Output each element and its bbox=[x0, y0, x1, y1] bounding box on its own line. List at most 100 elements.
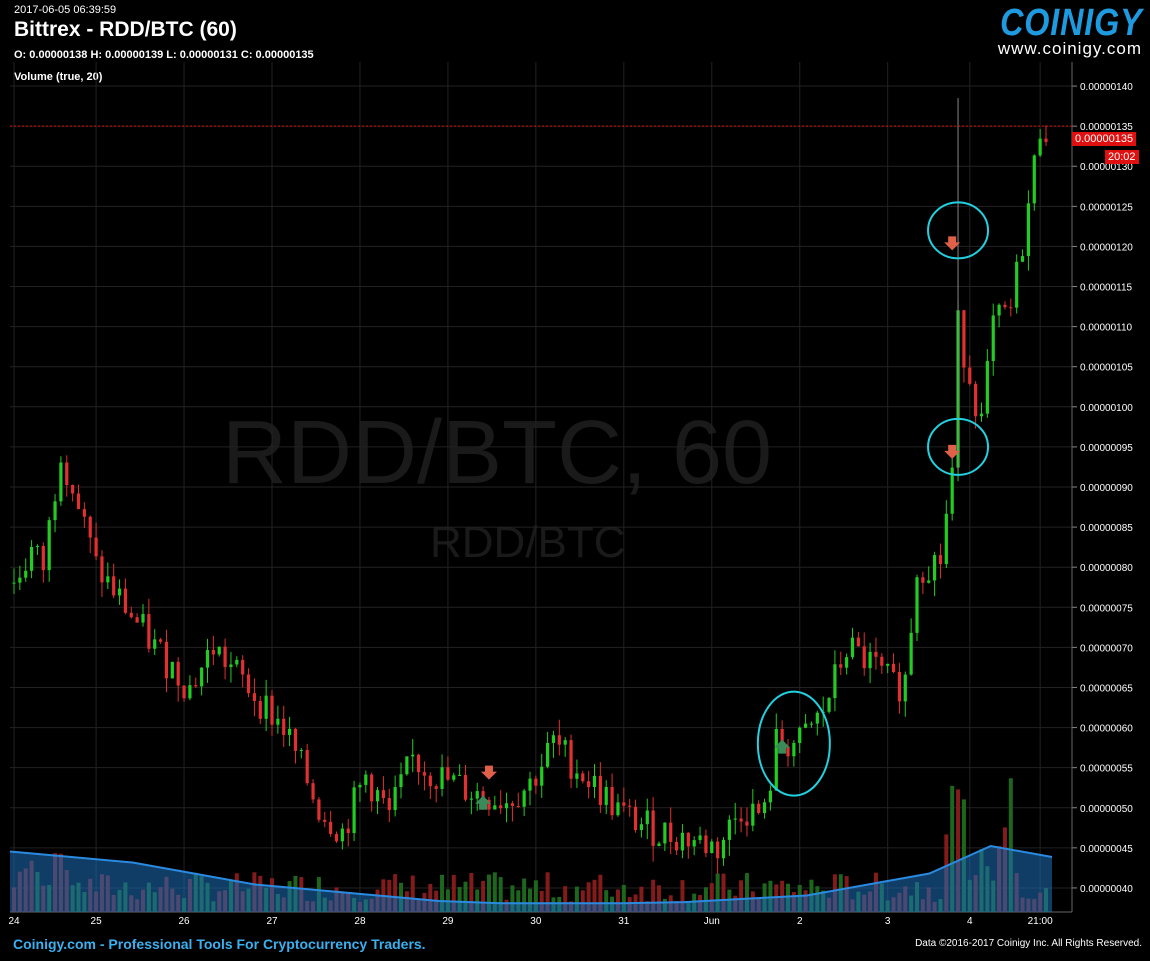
candle-body bbox=[645, 810, 649, 825]
candle-body bbox=[716, 841, 720, 859]
candle-body bbox=[721, 839, 726, 859]
candle-body bbox=[276, 718, 280, 725]
candle-body bbox=[979, 413, 984, 417]
sell-arrow-icon bbox=[480, 765, 497, 780]
y-tick-label: 0.00000125 bbox=[1080, 202, 1133, 213]
candle-body bbox=[117, 588, 122, 596]
volume-bar bbox=[574, 886, 579, 912]
candle-body bbox=[487, 799, 491, 810]
logo-url: www.coinigy.com bbox=[997, 39, 1142, 58]
candle-body bbox=[897, 672, 902, 702]
y-tick-label: 0.00000105 bbox=[1080, 363, 1133, 374]
candle-body bbox=[463, 774, 468, 800]
volume-bar bbox=[498, 877, 503, 912]
candle-body bbox=[416, 754, 421, 773]
volume-bar bbox=[961, 799, 966, 912]
candle-body bbox=[252, 693, 257, 701]
candle-body bbox=[241, 659, 245, 675]
coinigy-logo[interactable]: COINIGY www.coinigy.com bbox=[975, 2, 1142, 59]
candle-body bbox=[522, 790, 526, 807]
candle-body bbox=[381, 790, 386, 799]
candle-body bbox=[164, 641, 169, 679]
candle-body bbox=[452, 775, 456, 780]
candle-body bbox=[727, 819, 731, 840]
candle-body bbox=[59, 462, 63, 502]
candle-body bbox=[1032, 155, 1036, 204]
annotation-circle bbox=[927, 417, 990, 476]
x-tick-label: 21:00 bbox=[1028, 916, 1053, 927]
candle-body bbox=[112, 576, 116, 596]
volume-bar bbox=[486, 874, 491, 912]
volume-bar bbox=[651, 879, 656, 912]
x-tick-label: 27 bbox=[266, 916, 278, 927]
candle-body bbox=[581, 773, 585, 782]
y-tick-label: 0.00000120 bbox=[1080, 242, 1133, 253]
volume-bar bbox=[950, 785, 955, 912]
candle-body bbox=[551, 735, 556, 743]
watermark-sub: RDD/BTC bbox=[430, 518, 626, 567]
volume-bar bbox=[469, 872, 474, 912]
candle-body bbox=[446, 767, 450, 780]
candle-body bbox=[1026, 203, 1031, 257]
x-tick-label: 24 bbox=[8, 916, 20, 927]
candle-body bbox=[663, 822, 667, 844]
candle-body bbox=[739, 818, 743, 822]
volume-bar bbox=[703, 887, 708, 912]
candle-body bbox=[733, 818, 737, 820]
candle-body bbox=[217, 646, 221, 655]
candle-body bbox=[809, 723, 814, 725]
volume-bar bbox=[592, 879, 597, 912]
candle-body bbox=[170, 661, 174, 679]
candle-body bbox=[293, 728, 298, 751]
candle-body bbox=[129, 612, 133, 618]
candle-body bbox=[886, 663, 890, 666]
candle-body bbox=[598, 775, 602, 805]
candle-body bbox=[200, 667, 204, 687]
candle-body bbox=[827, 698, 831, 712]
x-tick-label: Jun bbox=[704, 916, 720, 927]
candle-body bbox=[235, 659, 239, 665]
candle-body bbox=[833, 664, 837, 699]
candle-body bbox=[669, 822, 673, 842]
volume-bar bbox=[680, 880, 685, 912]
volume-bar bbox=[1008, 778, 1013, 912]
candle-body bbox=[24, 570, 28, 578]
candle-body bbox=[82, 509, 86, 517]
candle-body bbox=[710, 841, 714, 853]
watermark-main: RDD/BTC, 60 bbox=[222, 403, 773, 503]
volume-bar bbox=[615, 889, 620, 912]
candle-body bbox=[481, 791, 485, 800]
y-tick-label: 0.00000045 bbox=[1080, 844, 1133, 855]
x-tick-label: 4 bbox=[967, 916, 973, 927]
volume-bar bbox=[563, 886, 568, 912]
candle-body bbox=[592, 775, 597, 788]
candle-body bbox=[780, 728, 784, 747]
volume-indicator-label[interactable]: Volume (true, 20) bbox=[14, 71, 103, 83]
volume-bar bbox=[410, 875, 415, 912]
y-tick-label: 0.00000055 bbox=[1080, 764, 1133, 775]
volume-bar bbox=[492, 872, 497, 912]
volume-bar bbox=[528, 888, 532, 912]
candle-body bbox=[680, 832, 685, 851]
candle-body bbox=[856, 637, 860, 647]
candle-body bbox=[182, 685, 186, 699]
x-tick-label: 30 bbox=[530, 916, 542, 927]
candle-body bbox=[692, 840, 696, 847]
volume-bar bbox=[451, 875, 456, 912]
footer-tagline[interactable]: Coinigy.com - Professional Tools For Cry… bbox=[13, 936, 426, 952]
candle-body bbox=[944, 513, 948, 564]
candle-body bbox=[1009, 307, 1013, 309]
candle-body bbox=[65, 462, 69, 485]
candle-body bbox=[299, 749, 303, 751]
volume-bar bbox=[440, 874, 445, 912]
candle-body bbox=[915, 577, 919, 633]
candle-body bbox=[985, 361, 989, 414]
candle-body bbox=[258, 700, 262, 719]
volume-bar bbox=[545, 872, 550, 912]
candle-body bbox=[123, 588, 128, 613]
candle-body bbox=[880, 656, 884, 666]
candle-body bbox=[862, 646, 866, 669]
candle-body bbox=[504, 803, 509, 809]
candle-body bbox=[997, 304, 1001, 316]
